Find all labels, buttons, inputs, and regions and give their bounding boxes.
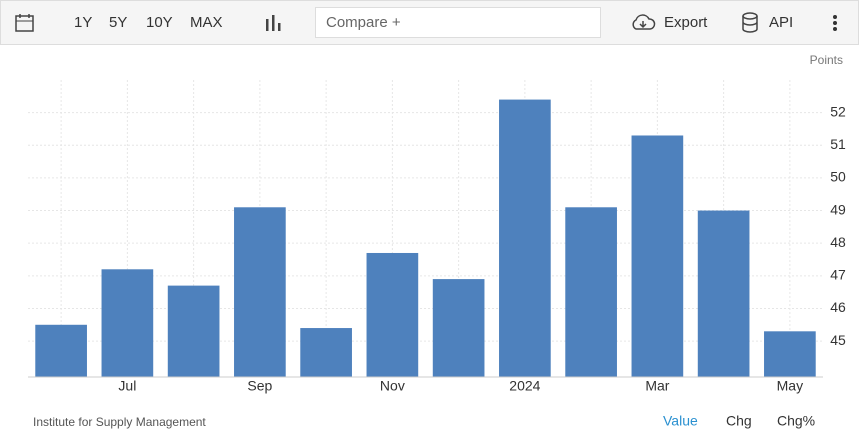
export-icon[interactable] <box>630 13 656 33</box>
tab[interactable]: Chg <box>726 413 752 429</box>
x-tick-label: Nov <box>380 378 405 394</box>
bar <box>366 252 419 377</box>
x-tick-label: May <box>777 378 803 394</box>
bar <box>35 324 87 377</box>
bar <box>631 135 684 377</box>
chart-type-icon[interactable] <box>264 15 282 33</box>
bar <box>432 279 485 377</box>
x-tick-label: Jul <box>118 378 136 394</box>
y-tick-label: 45 <box>830 332 846 348</box>
toolbar: 1Y 5Y 10Y MAX Compare + Export API <box>0 0 859 45</box>
y-unit: Points <box>810 53 843 67</box>
bar <box>565 207 617 377</box>
range-button[interactable]: 10Y <box>146 14 173 31</box>
bar <box>300 328 352 377</box>
y-tick-label: 46 <box>830 299 846 315</box>
bar <box>167 285 220 377</box>
api-icon[interactable] <box>741 12 759 34</box>
y-tick-label: 48 <box>830 234 846 250</box>
source: Institute for Supply Management <box>33 415 206 429</box>
y-tick-label: 52 <box>830 103 846 119</box>
bar <box>101 269 154 377</box>
api-button[interactable]: API <box>769 14 794 31</box>
tab[interactable]: Value <box>663 413 698 429</box>
menu-icon[interactable] <box>831 14 839 32</box>
range-button[interactable]: MAX <box>190 14 223 31</box>
bar <box>697 210 750 377</box>
bar <box>764 331 816 377</box>
x-tick-label: Sep <box>247 378 272 394</box>
compare-input[interactable]: Compare + <box>315 7 601 38</box>
range-button[interactable]: 5Y <box>109 14 128 31</box>
y-tick-label: 47 <box>830 267 846 283</box>
tab[interactable]: Chg% <box>777 413 815 429</box>
bar <box>234 207 286 377</box>
y-tick-label: 51 <box>830 136 846 152</box>
range-button[interactable]: 1Y <box>74 14 93 31</box>
calendar-icon[interactable] <box>15 13 35 33</box>
x-tick-label: Mar <box>645 378 669 394</box>
bar <box>499 99 551 377</box>
y-tick-label: 49 <box>830 201 846 217</box>
export-button[interactable]: Export <box>664 14 708 31</box>
x-tick-label: 2024 <box>509 378 540 394</box>
y-tick-label: 50 <box>830 169 846 185</box>
